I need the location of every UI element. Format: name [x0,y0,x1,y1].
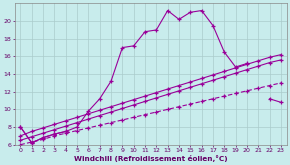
X-axis label: Windchill (Refroidissement éolien,°C): Windchill (Refroidissement éolien,°C) [74,155,227,162]
